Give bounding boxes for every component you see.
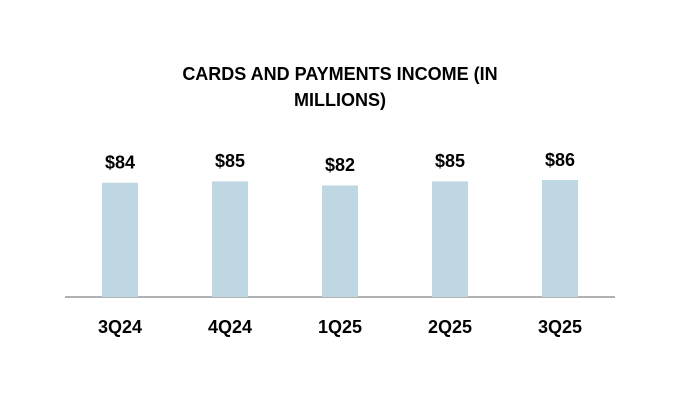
bar — [322, 185, 358, 297]
value-label: $86 — [545, 150, 575, 170]
value-label: $85 — [215, 151, 245, 171]
bar — [432, 181, 468, 297]
bar — [212, 181, 248, 297]
bar — [102, 182, 138, 297]
value-label: $84 — [105, 153, 135, 173]
value-label: $82 — [325, 155, 355, 175]
x-tick-label: 2Q25 — [428, 317, 472, 337]
x-tick-label: 3Q25 — [538, 317, 582, 337]
bar — [542, 180, 578, 297]
chart-title: CARDS AND PAYMENTS INCOME (IN MILLIONS) — [182, 64, 498, 110]
x-tick-label: 4Q24 — [208, 317, 252, 337]
x-tick-label: 3Q24 — [98, 317, 142, 337]
x-tick-label: 1Q25 — [318, 317, 362, 337]
value-label: $85 — [435, 151, 465, 171]
